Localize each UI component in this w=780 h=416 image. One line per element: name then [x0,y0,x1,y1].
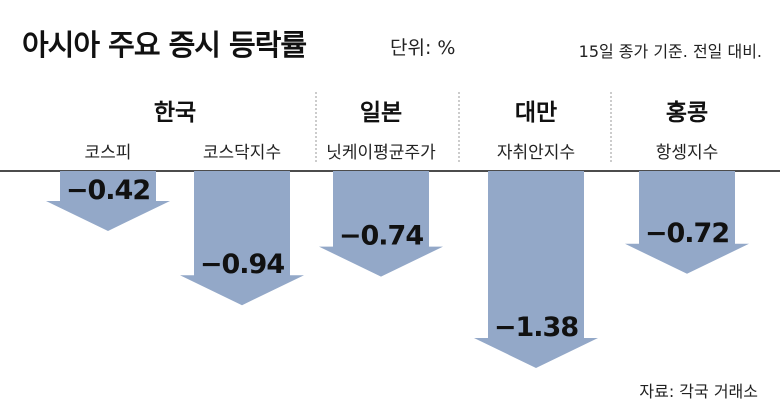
index-label: 코스닥지수 [203,143,281,163]
unit-label: 단위: % [390,37,456,59]
country-label: 한국 [154,100,196,126]
index-label: 자취안지수 [497,143,575,163]
country-label: 홍콩 [666,100,708,126]
value-label: −0.42 [66,175,150,206]
down-arrow-bar [319,171,443,277]
value-label: −0.94 [200,249,284,280]
country-label: 일본 [360,100,402,126]
value-label: −0.74 [339,221,423,252]
value-label: −0.72 [645,218,729,249]
chart-title: 아시아 주요 증시 등락률 [22,28,307,62]
down-arrow-bar [180,171,304,306]
value-label: −1.38 [494,312,578,343]
down-arrow-bar [625,171,749,274]
down-arrow-bar [474,171,598,368]
index-label: 닛케이평균주가 [326,143,436,163]
index-label: 코스피 [85,143,132,163]
index-label: 항셍지수 [656,143,719,163]
down-arrow-bar [46,171,170,231]
source-label: 자료: 각국 거래소 [639,382,758,401]
country-label: 대만 [515,100,557,126]
date-note: 15일 종가 기준. 전일 대비. [578,42,762,61]
